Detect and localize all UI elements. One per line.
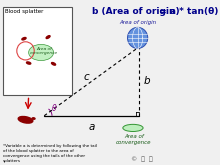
Text: = a * tan(θ): = a * tan(θ)	[156, 7, 219, 16]
Text: Area of
convergence: Area of convergence	[30, 47, 58, 55]
Text: Area of origin: Area of origin	[119, 20, 156, 25]
Ellipse shape	[18, 116, 33, 123]
Ellipse shape	[29, 44, 53, 61]
Text: b (Area of origin): b (Area of origin)	[92, 7, 179, 16]
FancyBboxPatch shape	[3, 7, 72, 96]
Ellipse shape	[51, 63, 56, 65]
Ellipse shape	[46, 36, 50, 38]
Text: *Variable a is determined by following the tail
of the blood splatter to the are: *Variable a is determined by following t…	[3, 144, 97, 163]
Text: b: b	[144, 76, 150, 86]
Text: θ: θ	[52, 104, 57, 113]
Ellipse shape	[27, 62, 31, 64]
Circle shape	[128, 27, 148, 49]
Text: Blood splatter: Blood splatter	[4, 9, 43, 14]
Text: ©  ⓘ  ⓢ: © ⓘ ⓢ	[131, 156, 152, 162]
Text: c: c	[83, 72, 89, 82]
Ellipse shape	[123, 124, 143, 132]
Text: a: a	[88, 122, 95, 132]
Text: Area of
convergence: Area of convergence	[116, 134, 152, 145]
Ellipse shape	[32, 118, 35, 119]
Ellipse shape	[22, 37, 26, 40]
